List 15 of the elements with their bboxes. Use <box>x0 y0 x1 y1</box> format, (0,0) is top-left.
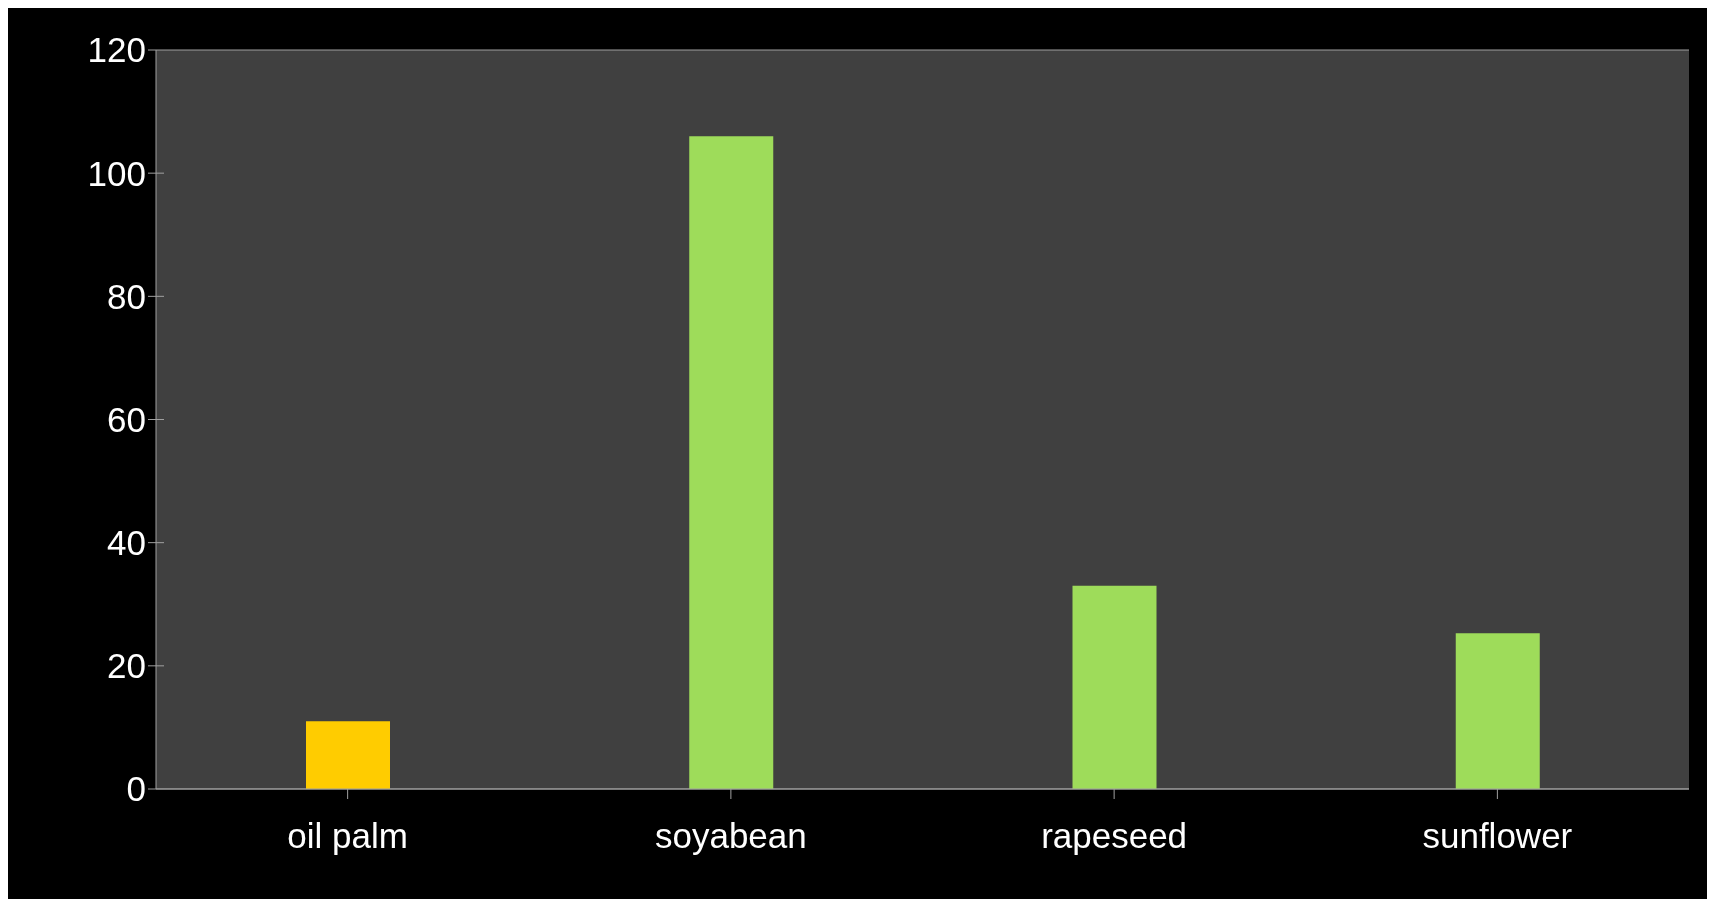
x-tick-label: oil palm <box>287 815 408 855</box>
y-tick-label: 120 <box>87 30 146 70</box>
x-tick-label: soyabean <box>654 815 807 855</box>
bar <box>1072 585 1157 789</box>
x-tick-label: rapeseed <box>1041 815 1188 855</box>
y-tick-label: 0 <box>126 769 146 809</box>
bar <box>1455 633 1540 789</box>
y-tick-label: 80 <box>107 276 146 316</box>
y-tick-label: 100 <box>87 153 146 193</box>
y-tick-label: 40 <box>107 523 146 563</box>
y-tick-label: 20 <box>107 646 146 686</box>
bar <box>689 136 774 789</box>
bar <box>306 721 390 789</box>
x-tick-label: sunflower <box>1422 815 1573 855</box>
y-tick-label: 60 <box>107 399 146 439</box>
